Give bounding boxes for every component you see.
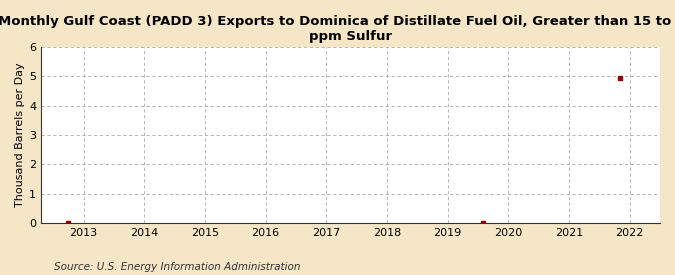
Y-axis label: Thousand Barrels per Day: Thousand Barrels per Day [15, 63, 25, 207]
Text: Source: U.S. Energy Information Administration: Source: U.S. Energy Information Administ… [54, 262, 300, 272]
Title: Monthly Gulf Coast (PADD 3) Exports to Dominica of Distillate Fuel Oil, Greater : Monthly Gulf Coast (PADD 3) Exports to D… [0, 15, 675, 43]
